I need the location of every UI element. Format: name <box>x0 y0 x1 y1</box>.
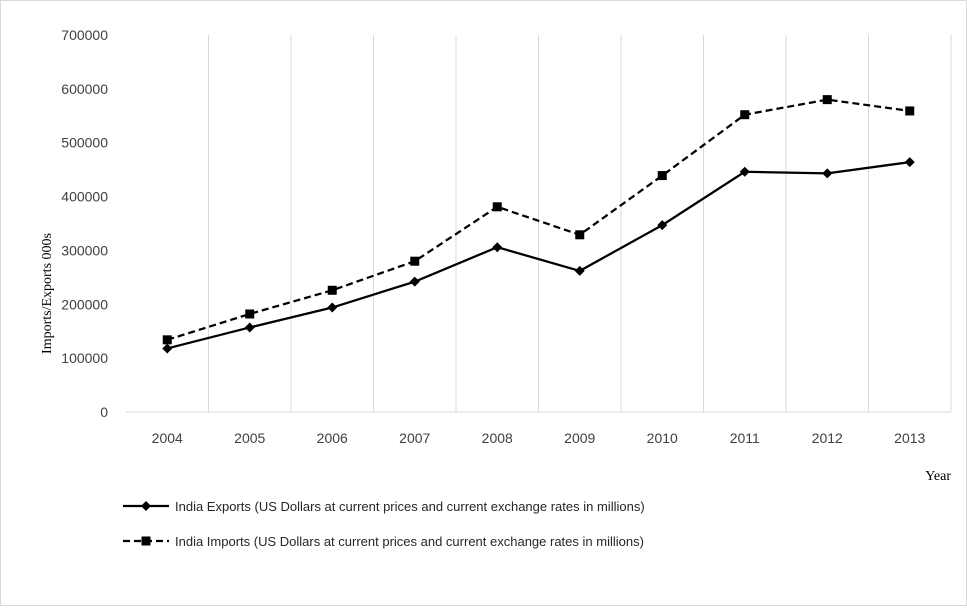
data-point-imports <box>245 309 255 319</box>
y-tick-labels: 0 100000 200000 300000 400000 500000 600000 700… <box>61 27 108 420</box>
data-point-imports <box>575 230 585 240</box>
y-tick-label: 400000 <box>61 189 108 205</box>
legend-label: India Exports (US Dollars at current pri… <box>175 499 645 514</box>
y-tick-label: 600000 <box>61 81 108 97</box>
data-point-exports <box>162 343 173 354</box>
data-point-exports <box>822 168 833 179</box>
data-point-exports <box>574 265 585 276</box>
y-tick-label: 100000 <box>61 350 108 366</box>
x-tick-label: 2010 <box>647 430 678 446</box>
legend: India Exports (US Dollars at current pri… <box>123 499 645 549</box>
data-point-imports <box>905 106 915 116</box>
legend-marker <box>141 501 151 511</box>
x-tick-label: 2011 <box>730 430 760 446</box>
data-point-exports <box>409 276 420 287</box>
x-tick-label: 2005 <box>234 430 265 446</box>
series-line-imports <box>166 98 910 341</box>
y-tick-label: 300000 <box>61 242 108 258</box>
x-tick-labels: 2004 2005 2006 2007 2008 2009 2010 2011 2012 2013 <box>152 430 926 446</box>
data-point-imports <box>657 171 667 181</box>
series-line-exports <box>166 160 910 350</box>
x-tick-label: 2007 <box>399 430 430 446</box>
x-tick-label: 2009 <box>564 430 595 446</box>
data-point-imports <box>740 110 750 120</box>
y-tick-label: 200000 <box>61 296 108 312</box>
legend-label: India Imports (US Dollars at current pri… <box>175 534 644 549</box>
x-tick-label: 2012 <box>812 430 843 446</box>
legend-item-imports: India Imports (US Dollars at current pri… <box>123 534 644 549</box>
data-point-imports <box>492 202 502 212</box>
data-point-exports <box>657 220 668 231</box>
x-tick-label: 2004 <box>152 430 183 446</box>
gridlines <box>208 35 952 412</box>
legend-marker <box>141 536 151 546</box>
x-tick-label: 2008 <box>482 430 513 446</box>
x-tick-label: 2013 <box>894 430 925 446</box>
data-point-imports <box>410 256 420 266</box>
series-lines <box>166 98 910 350</box>
data-point-imports <box>327 285 337 295</box>
data-point-exports <box>244 322 255 333</box>
data-point-imports <box>162 335 172 345</box>
data-point-exports <box>327 302 338 313</box>
legend-item-exports: India Exports (US Dollars at current pri… <box>123 499 645 514</box>
data-point-exports <box>904 157 915 168</box>
data-point-exports <box>492 242 503 253</box>
y-tick-label: 0 <box>100 404 108 420</box>
y-tick-label: 500000 <box>61 135 108 151</box>
data-point-exports <box>739 166 750 177</box>
x-tick-label: 2006 <box>317 430 348 446</box>
series-markers <box>162 95 915 354</box>
y-axis-title: Imports/Exports 000s <box>40 233 55 354</box>
data-point-imports <box>822 95 832 105</box>
x-axis-title: Year <box>925 469 951 484</box>
y-tick-label: 700000 <box>61 27 108 43</box>
